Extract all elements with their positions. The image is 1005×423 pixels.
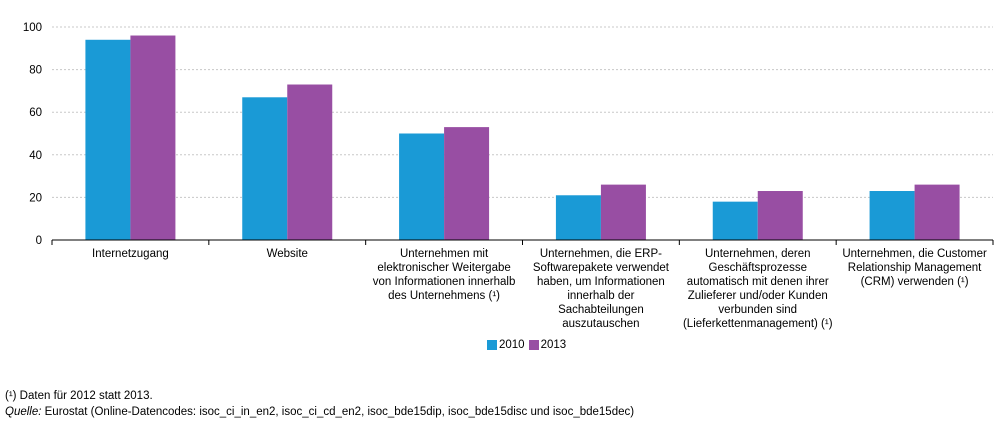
y-tick-label: 60 — [29, 107, 42, 119]
bar-2010-cat-3 — [555, 195, 601, 240]
bar-2010-cat-1 — [242, 97, 288, 240]
y-tick-label: 0 — [36, 235, 42, 247]
y-tick-label: 20 — [29, 192, 42, 204]
x-tick-label-line: Softwarepakete verwendet — [532, 262, 669, 274]
bar-2013-cat-1 — [287, 84, 333, 240]
y-axis-ticks: 0 20 40 60 80 100 — [23, 22, 42, 247]
y-tick-label: 80 — [29, 65, 42, 77]
x-tick-label-line: Website — [266, 248, 308, 260]
legend-label-2013: 2013 — [540, 339, 567, 351]
legend: 2010 2013 — [487, 339, 570, 351]
bar-2013-cat-4 — [757, 191, 803, 240]
x-tick-label-line: verbunden sind — [718, 304, 798, 316]
bar-2010-cat-0 — [85, 39, 131, 240]
x-tick-label-line: auszutauschen — [562, 318, 640, 330]
source-note: Quelle: Eurostat (Online-Datencodes: iso… — [5, 406, 634, 418]
x-tick-label-line: des Unternehmens (¹) — [388, 290, 500, 302]
x-tick-label: Website — [212, 247, 362, 261]
x-tick-label: Unternehmen, deren Geschäftsprozesse autom… — [683, 247, 833, 331]
x-tick-label-line: Geschäftsprozesse — [708, 262, 807, 274]
x-tick-label-line: Unternehmen, deren — [705, 248, 811, 260]
x-tick-label: Internetzugang — [55, 247, 205, 261]
x-tick-label-line: haben, um Informationen — [536, 276, 665, 288]
bar-chart: 0 20 40 60 80 100 — [23, 22, 994, 247]
gridlines — [52, 26, 993, 198]
x-tick-label-line: Sachabteilungen — [558, 304, 644, 316]
x-tick-label-line: von Informationen innerhalb — [372, 276, 516, 288]
x-tick-label-line: elektronischer Weitergabe — [377, 262, 511, 274]
x-tick-label: Unternehmen, die ERP- Softwarepakete verw… — [526, 247, 676, 331]
legend-swatch-2013 — [528, 340, 539, 350]
bar-2010-cat-2 — [399, 133, 445, 240]
bar-2013-cat-3 — [600, 184, 646, 240]
x-tick-label-line: (Lieferkettenmanagement) (¹) — [682, 318, 833, 330]
legend-item-2010: 2010 — [487, 339, 525, 351]
bar-2010-cat-5 — [869, 191, 915, 240]
y-tick-label: 40 — [29, 150, 42, 162]
x-tick-label-line: Unternehmen mit — [399, 248, 489, 260]
x-tick-label-line: automatisch mit denen ihrer — [686, 276, 829, 288]
x-tick-label-line: Relationship Management — [847, 262, 982, 274]
x-axis — [51, 239, 994, 245]
source-label: Quelle: — [5, 406, 42, 418]
x-tick-label-line: innerhalb der — [567, 290, 635, 302]
bar-2010-cat-4 — [712, 201, 758, 240]
bar-2013-cat-5 — [914, 184, 960, 240]
x-tick-label-line: Internetzugang — [92, 248, 169, 260]
source-text: Eurostat (Online-Datencodes: isoc_ci_in_… — [41, 406, 635, 418]
bars — [85, 35, 960, 240]
x-tick-label-line: Unternehmen, die Customer — [842, 248, 987, 260]
x-tick-label-line: Unternehmen, die ERP- — [539, 248, 662, 260]
legend-label-2010: 2010 — [499, 339, 525, 351]
legend-swatch-2010 — [487, 340, 497, 350]
y-tick-label: 100 — [23, 22, 42, 34]
legend-item-2013: 2013 — [528, 339, 567, 351]
footnote: (¹) Daten für 2012 statt 2013. — [5, 390, 153, 402]
x-tick-label: Unternehmen mit elektronischer Weitergabe… — [369, 247, 519, 303]
x-tick-label-line: (CRM) verwenden (¹) — [860, 276, 969, 288]
bar-2013-cat-0 — [130, 35, 176, 240]
x-tick-label-line: Zulieferer und/oder Kunden — [687, 290, 828, 302]
x-tick-label: Unternehmen, die Customer Relationship Ma… — [840, 247, 990, 289]
bar-2013-cat-2 — [444, 127, 490, 240]
